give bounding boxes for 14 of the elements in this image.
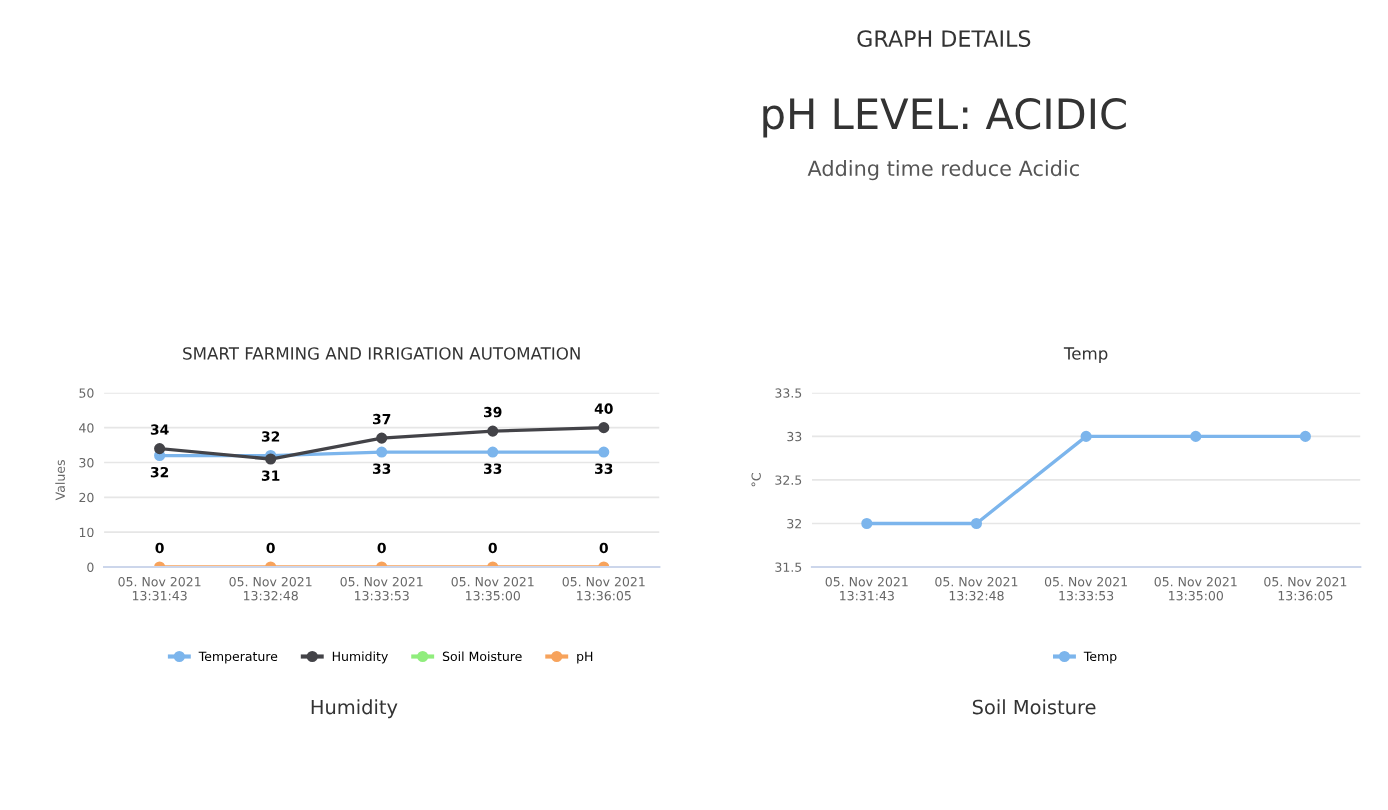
point: [376, 446, 388, 458]
point: [154, 443, 166, 455]
chart-title: Temp: [1063, 347, 1108, 363]
point: [376, 432, 388, 444]
chart-title: SMART FARMING AND IRRIGATION AUTOMATION: [183, 347, 580, 360]
text: pH LEVEL: ACIDIC: [763, 98, 1126, 138]
point: [598, 422, 610, 434]
text: GRAPH DETAILS: [857, 30, 1031, 47]
point: [487, 446, 499, 458]
text: Soil Moisture: [972, 699, 1096, 715]
text: Adding time reduce Acidic: [807, 160, 1079, 181]
point: [598, 446, 610, 458]
point: [487, 425, 499, 437]
text: Humidity: [311, 699, 398, 719]
